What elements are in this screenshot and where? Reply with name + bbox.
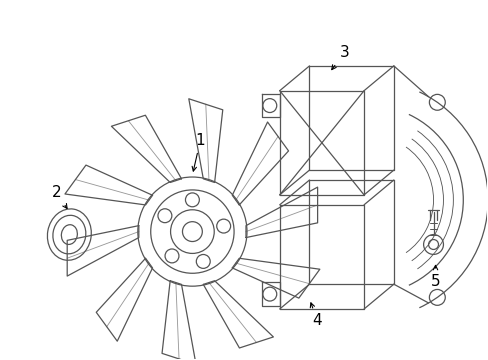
Text: 2: 2	[52, 185, 67, 208]
Text: 5: 5	[430, 265, 439, 289]
Text: 3: 3	[331, 45, 348, 69]
Text: 1: 1	[192, 133, 205, 171]
Text: 4: 4	[310, 303, 322, 328]
